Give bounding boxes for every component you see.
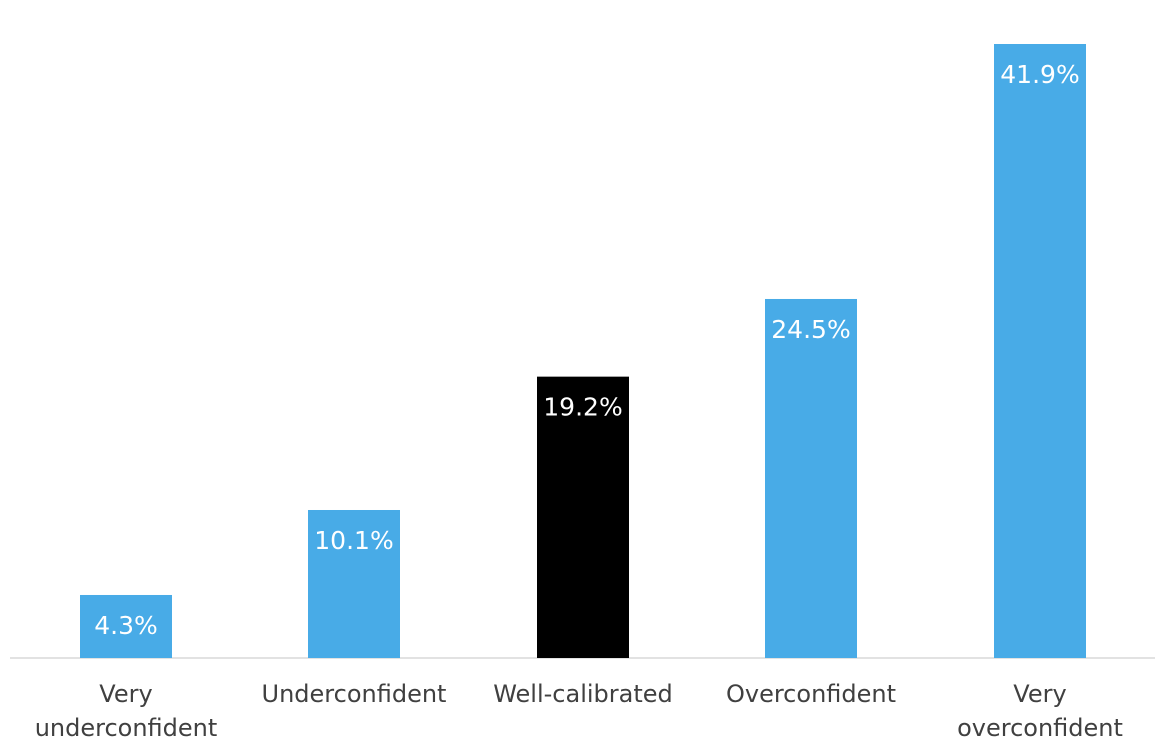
bar-value-label: 24.5%	[771, 315, 850, 344]
bar	[994, 44, 1086, 658]
bar-value-label: 19.2%	[543, 393, 622, 422]
bar	[308, 509, 400, 658]
value-labels-group: 4.3% 10.1% 19.2% 24.5% 41.9%	[94, 60, 1079, 640]
bar	[537, 376, 629, 658]
category-label: Very	[1013, 680, 1066, 708]
category-label: underconfident	[35, 714, 218, 742]
category-label: Well-calibrated	[493, 680, 673, 708]
category-label: Underconfident	[262, 680, 447, 708]
bar	[80, 594, 172, 658]
category-label: Very	[99, 680, 152, 708]
bar	[765, 298, 857, 658]
bar-value-label: 41.9%	[1000, 60, 1079, 89]
category-labels-group: Very underconfident Underconfident Well-cal…	[35, 680, 1123, 742]
bar-value-label: 4.3%	[94, 611, 158, 640]
bar-value-label: 10.1%	[314, 526, 393, 555]
category-label: overconfident	[957, 714, 1123, 742]
bars-group	[80, 44, 1086, 658]
category-label: Overconfident	[726, 680, 896, 708]
